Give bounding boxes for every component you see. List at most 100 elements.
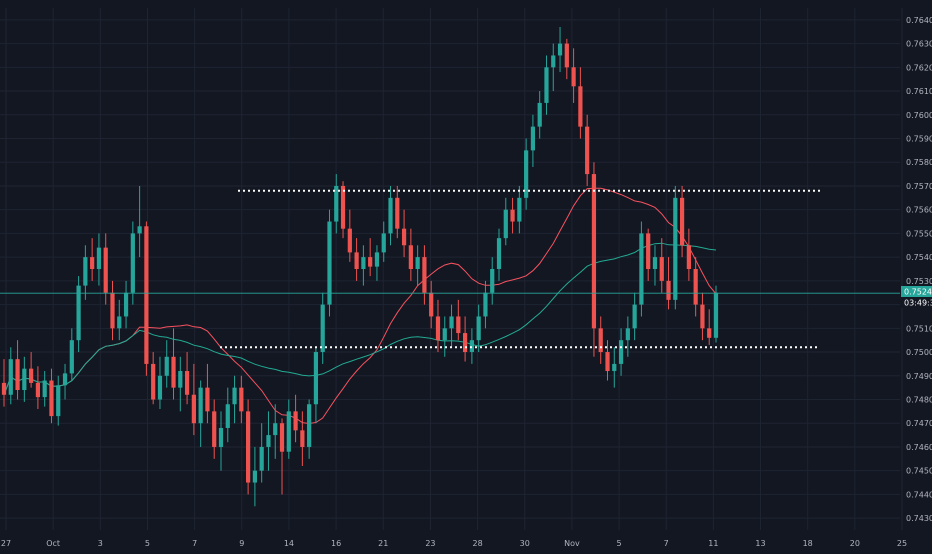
candle-body (117, 316, 122, 329)
candle-body (449, 316, 454, 329)
candle-body (279, 423, 285, 452)
moving-averages (3, 187, 717, 425)
candle-body (679, 197, 685, 246)
candle-body (347, 228, 352, 253)
candle-body (598, 328, 603, 353)
x-tick-label: 30 (520, 539, 530, 548)
x-tick-label: 25 (897, 539, 907, 548)
candle-body (29, 368, 34, 383)
candle-body (578, 86, 583, 127)
current-price-tag (901, 286, 932, 297)
candle-body (354, 252, 359, 269)
candle-body (422, 257, 427, 293)
x-tick-label: 28 (472, 539, 482, 548)
candle-body (286, 411, 291, 452)
candle-body (266, 435, 271, 447)
candle-body (435, 316, 441, 341)
candle-body (388, 197, 393, 234)
candle-body (178, 371, 183, 388)
candle-body (639, 233, 644, 305)
x-tick-label: 27 (1, 539, 11, 548)
candle-body (151, 363, 156, 400)
candle-body (103, 247, 108, 293)
candle-body (646, 233, 651, 269)
candle-body (605, 352, 610, 372)
candle-body (123, 292, 129, 317)
candle-body (713, 292, 719, 338)
candle-body (259, 446, 264, 471)
candle-body (544, 67, 549, 103)
x-tick-label: Oct (46, 539, 60, 548)
candle-body (401, 228, 407, 246)
y-tick-label: 0.74300 (906, 514, 932, 523)
candle-body (62, 373, 68, 386)
candle-body (334, 185, 339, 222)
candle-body (8, 359, 13, 395)
candle-body (361, 257, 366, 269)
candle-body (171, 356, 176, 388)
candle-body (252, 470, 257, 483)
x-tick-label: 7 (192, 539, 197, 548)
x-axis: 27 Oct 3 5 7 9 14 16 21 23 28 30 Nov 5 7 11 13 18 20 25 (1, 539, 907, 548)
candle-body (496, 238, 502, 269)
candle-body (374, 252, 380, 267)
candle-body (246, 411, 251, 483)
x-tick-label: 5 (145, 539, 150, 548)
candle-body (49, 380, 54, 417)
candle-body (503, 209, 508, 239)
candle-body (212, 411, 217, 447)
candle-body (456, 316, 461, 334)
candle-body (300, 430, 305, 447)
candle-body (442, 328, 447, 341)
candle-body (571, 67, 576, 87)
candle-body (551, 55, 556, 68)
candle-body (483, 292, 488, 317)
candle-body (137, 226, 142, 234)
candle-body (612, 363, 617, 372)
candle-body (218, 427, 224, 447)
x-tick-label: 14 (284, 539, 294, 548)
candle-body (239, 387, 244, 412)
candle-body (191, 394, 196, 424)
candle-body (35, 382, 41, 398)
candle-body (110, 292, 115, 329)
candle-body (320, 304, 325, 353)
candle-body (429, 292, 434, 317)
candle-body (83, 257, 88, 286)
candle-body (96, 247, 102, 269)
countdown-label: 03:49:37 (904, 299, 932, 308)
candle-body (632, 304, 637, 329)
x-tick-label: 7 (664, 539, 669, 548)
candle-body (463, 333, 468, 353)
candle-body (22, 368, 27, 391)
candle-body (564, 43, 569, 68)
x-tick-label: 18 (803, 539, 813, 548)
candle-body (408, 245, 413, 269)
countdown-tag (901, 297, 932, 308)
x-tick-label: 16 (331, 539, 341, 548)
candle-body (530, 126, 536, 151)
candle-body (659, 257, 664, 281)
candle-body (69, 340, 74, 374)
candle-body (693, 269, 698, 305)
candle-body (76, 285, 81, 341)
candle-body (591, 174, 597, 329)
candle-body (184, 371, 190, 395)
candle-body (198, 387, 203, 424)
